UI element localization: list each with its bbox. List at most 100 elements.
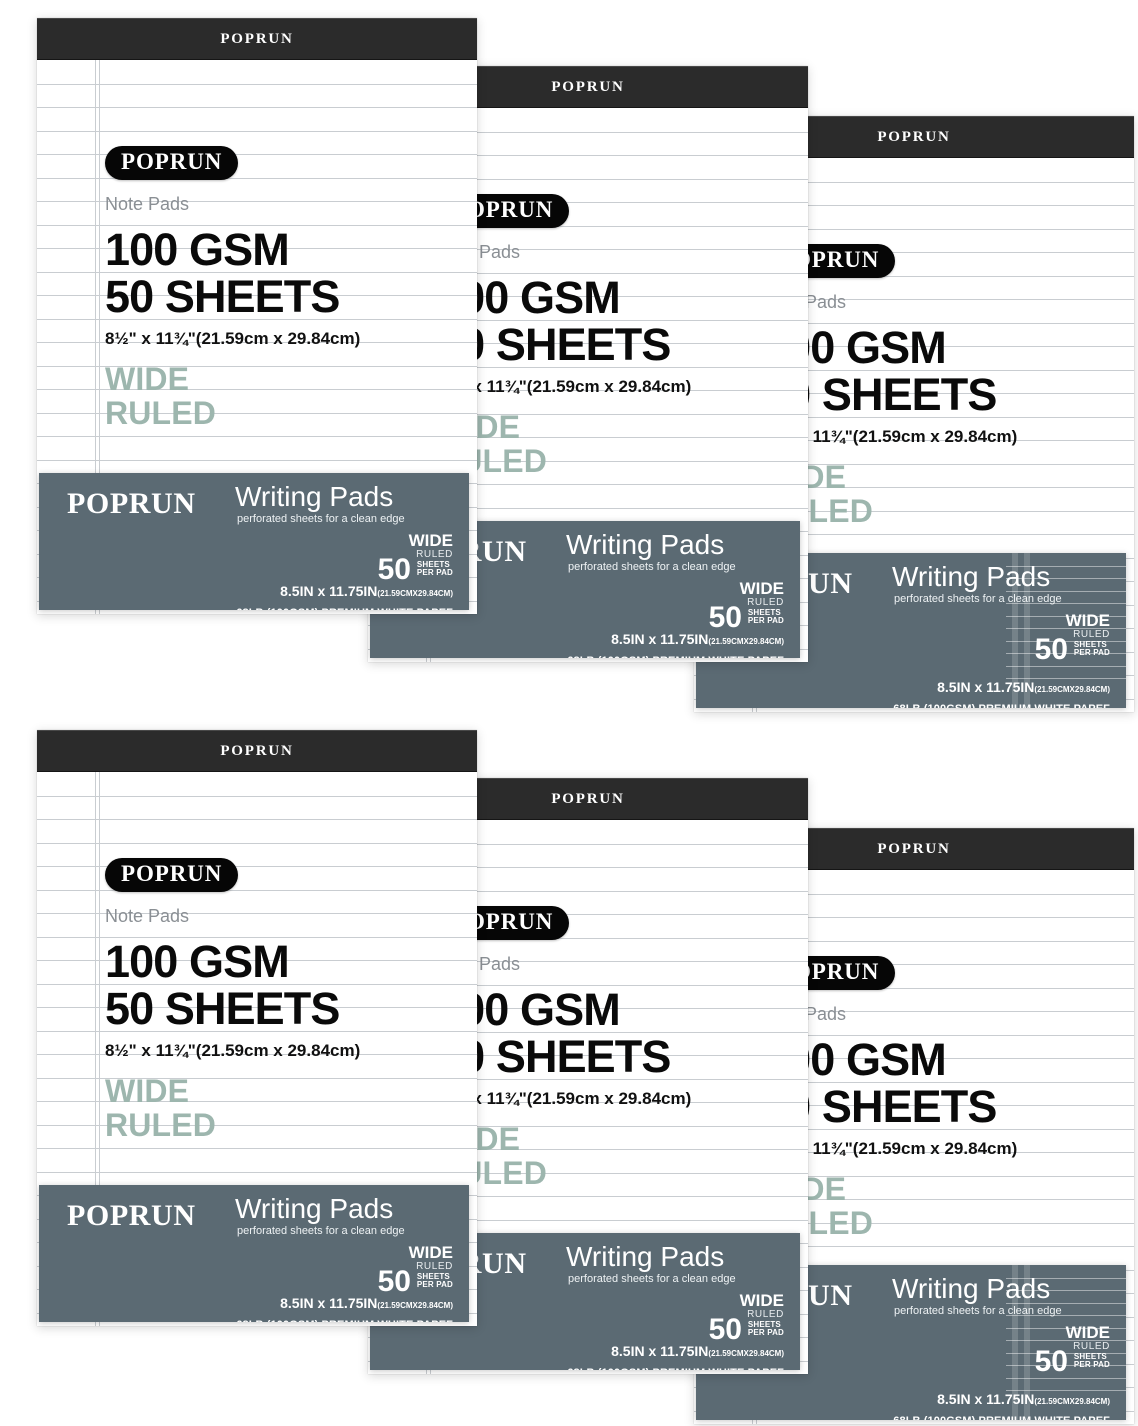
- band-brand: POPRUN: [67, 1199, 196, 1232]
- band-lined-sliver: [1006, 553, 1126, 708]
- rule-type-ruled: RULED: [762, 1204, 874, 1241]
- rule-line: [37, 1078, 477, 1079]
- band-subtitle: perforated sheets for a clean edge: [894, 1305, 1062, 1317]
- margin-line-left: [95, 60, 96, 614]
- band-sliver-rule: [1006, 1378, 1126, 1379]
- band-sliver-edge: [1012, 1265, 1018, 1420]
- brand-pill-wrap: POPRUN: [436, 194, 796, 228]
- rule-line: [694, 1246, 1134, 1247]
- dimensions-label: 8½" x 11¾"(21.59cm x 29.84cm): [105, 1041, 361, 1060]
- rule-line: [368, 508, 808, 509]
- band-count-unit: SHEETS PER PAD: [417, 1272, 453, 1290]
- rule-type-wide: WIDE: [436, 409, 521, 445]
- rule-line: [694, 252, 1134, 253]
- band-sliver-rule: [1006, 641, 1126, 642]
- band-size-main: 8.5IN x 11.75IN: [611, 1343, 709, 1359]
- band-count: 50: [1034, 1345, 1068, 1378]
- dimensions-label: 8½" x 11¾"(21.59cm x 29.84cm): [105, 329, 361, 348]
- rule-line: [694, 440, 1134, 441]
- rule-line: [37, 1007, 477, 1008]
- category-label: Note Pads: [762, 1004, 847, 1024]
- rule-line: [694, 1058, 1134, 1059]
- rule-line: [694, 182, 1134, 183]
- rule-line: [694, 1199, 1134, 1200]
- rule-line: [368, 1126, 808, 1127]
- headline-sheets: 50 SHEETS: [105, 983, 340, 1034]
- rule-line: [368, 1032, 808, 1033]
- rule-type-ruled: RULED: [105, 1106, 217, 1143]
- category-label: Note Pads: [436, 954, 521, 974]
- rule-line: [37, 413, 477, 414]
- band-ruled-label: RULED: [416, 549, 453, 560]
- band-count-unit-line2: PER PAD: [416, 568, 453, 578]
- rule-line: [368, 249, 808, 250]
- rule-line: [368, 273, 808, 274]
- rule-line: [368, 1173, 808, 1174]
- rule-type-wide: WIDE: [762, 1172, 1122, 1207]
- rule-line: [694, 894, 1134, 895]
- headline-gsm: 100 GSM: [436, 984, 621, 1035]
- band-size-main: 8.5IN x 11.75IN: [280, 583, 378, 599]
- rule-line: [368, 343, 808, 344]
- band-title: Writing Pads: [566, 1241, 725, 1272]
- band-subtitle: perforated sheets for a clean edge: [237, 513, 405, 525]
- band-sliver-rule: [1006, 666, 1126, 667]
- pad-header-band: POPRUN: [37, 730, 477, 772]
- band-count: 50: [708, 601, 742, 634]
- rule-line: [694, 1035, 1134, 1036]
- rule-line: [694, 988, 1134, 989]
- band-count-unit-line1: SHEETS: [747, 608, 781, 617]
- dimensions-label: 8½" x 11¾"(21.59cm x 29.84cm): [762, 427, 1018, 446]
- rule-line: [368, 867, 808, 868]
- rule-line: [368, 1196, 808, 1197]
- rule-line: [37, 1054, 477, 1055]
- rule-line: [368, 202, 808, 203]
- band-wide-label: WIDE: [408, 531, 453, 550]
- rule-line: [694, 487, 1134, 488]
- band-ruled-label: RULED: [1073, 1341, 1110, 1352]
- category-label: Note Pads: [105, 906, 190, 926]
- rule-line: [694, 1105, 1134, 1106]
- rule-line: [694, 205, 1134, 206]
- brand-pill-wrap: POPRUN: [105, 146, 465, 180]
- rule-line: [37, 178, 477, 179]
- brand-pill-wrap: POPRUN: [762, 244, 1122, 278]
- band-sliver-rule: [1006, 566, 1126, 567]
- band-sliver-rule: [1006, 603, 1126, 604]
- rule-type-wide: WIDE: [105, 1073, 190, 1109]
- band-size-main: 8.5IN x 11.75IN: [937, 1391, 1035, 1407]
- rule-line: [368, 844, 808, 845]
- rule-line: [37, 201, 477, 202]
- pad-header-brand: POPRUN: [220, 30, 294, 47]
- headline-sheets: 50 SHEETS: [762, 369, 997, 420]
- rule-line: [37, 913, 477, 914]
- rule-line: [694, 1152, 1134, 1153]
- headline-gsm: 100 GSM: [105, 224, 290, 275]
- headline-sheets: 50 SHEETS: [762, 1081, 997, 1132]
- band-ruled-label: RULED: [416, 1261, 453, 1272]
- rule-line: [368, 179, 808, 180]
- band-sliver-rule: [1006, 628, 1126, 629]
- rule-line: [37, 107, 477, 108]
- rule-line: [37, 796, 477, 797]
- band-size-main: 8.5IN x 11.75IN: [937, 679, 1035, 695]
- band-count-unit-line2: PER PAD: [1073, 1360, 1110, 1370]
- band-title: Writing Pads: [235, 1193, 394, 1224]
- band-sliver-rule: [1006, 591, 1126, 592]
- band-count-unit-line1: SHEETS: [747, 1320, 781, 1329]
- band-size-metric: (21.59CMX29.84CM): [1034, 685, 1110, 694]
- rule-line: [368, 961, 808, 962]
- band-wide-label: WIDE: [739, 579, 784, 598]
- rule-line: [37, 890, 477, 891]
- rule-line: [368, 1055, 808, 1056]
- band-size-metric: (21.59CMX29.84CM): [708, 637, 784, 646]
- margin-line-left-inner: [99, 60, 100, 614]
